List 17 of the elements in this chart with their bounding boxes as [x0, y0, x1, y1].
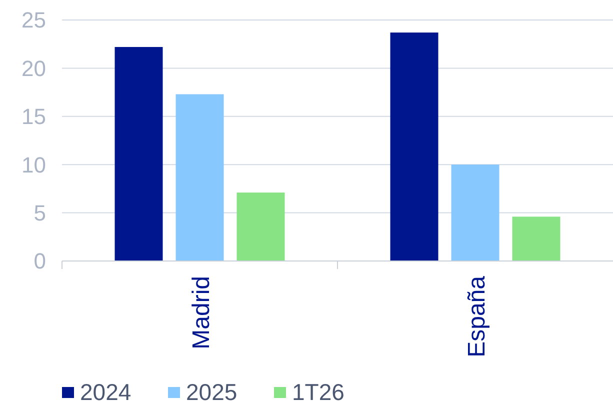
y-tick-label: 5 [34, 200, 46, 226]
y-tick-label: 0 [34, 248, 46, 274]
y-tick-label: 10 [22, 152, 46, 178]
bar [114, 46, 163, 261]
bar [451, 164, 500, 261]
legend-label: 2024 [80, 379, 132, 402]
bar [512, 216, 560, 261]
x-tick-label: España [463, 275, 490, 358]
legend-label: 2025 [186, 379, 238, 402]
y-tick-label: 20 [22, 56, 46, 81]
bar [176, 94, 224, 261]
bar [390, 32, 438, 261]
y-tick-label: 25 [22, 8, 46, 33]
bar [236, 192, 285, 261]
x-tick-label: Madrid [188, 276, 215, 350]
legend-label: 1T26 [292, 379, 344, 402]
y-tick-label: 15 [22, 104, 46, 130]
